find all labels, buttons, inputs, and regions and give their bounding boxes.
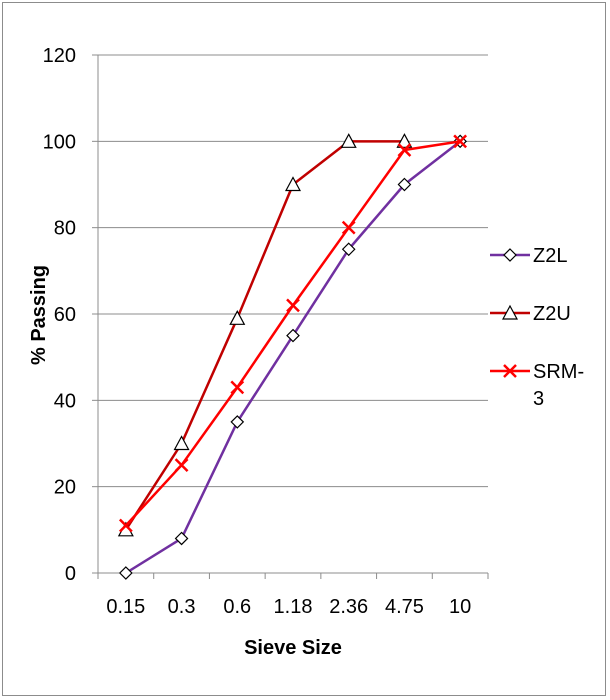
data-point (453, 134, 468, 149)
y-tick-label: 0 (65, 563, 76, 585)
gridlines (92, 54, 488, 574)
data-point (284, 176, 302, 192)
x-marker-stroke (230, 380, 245, 395)
axes (97, 55, 488, 574)
data-point (341, 220, 356, 235)
data-point (397, 177, 412, 192)
x-tick-label: 1.18 (274, 596, 313, 618)
series-srm-3 (118, 134, 468, 533)
data-point (118, 518, 133, 533)
x-marker-stroke (397, 143, 412, 157)
y-tick-labels: 0 20 40 60 80 100 120 (43, 45, 76, 585)
data-point (340, 133, 357, 148)
x-marker-stroke (453, 134, 468, 149)
y-tick-label: 100 (43, 131, 76, 153)
series-line (125, 140, 461, 575)
x-tick-label: 10 (449, 596, 471, 618)
x-tick-label: 0.6 (223, 596, 251, 618)
data-point (396, 133, 413, 148)
legend-item-srm-3: SRM- 3 (490, 361, 584, 410)
legend-item-z2u: Z2U (490, 303, 571, 325)
y-tick-label: 20 (54, 477, 76, 499)
data-point (229, 310, 246, 325)
legend-label: SRM- (533, 361, 584, 383)
legend-item-z2l: Z2L (490, 245, 567, 267)
x-tick-label: 2.36 (329, 596, 368, 618)
x-marker-stroke (174, 458, 189, 472)
data-point (230, 380, 245, 395)
data-point (341, 242, 356, 257)
y-tick-label: 120 (43, 45, 76, 67)
y-axis-title: % Passing (28, 265, 50, 365)
x-tick-label: 0.15 (106, 596, 145, 618)
data-point (173, 435, 190, 451)
data-point (174, 458, 189, 472)
data-point (174, 531, 189, 546)
y-tick-label: 60 (54, 304, 76, 326)
y-tick-label: 40 (54, 390, 76, 412)
legend: Z2L Z2U SRM- 3 (490, 245, 584, 410)
data-point (119, 566, 133, 580)
x-axis-title: Sieve Size (244, 637, 342, 659)
x-tick-label: 0.3 (168, 596, 196, 618)
series-line (124, 140, 405, 531)
legend-marker (503, 248, 517, 262)
x-tick-label: 4.75 (385, 596, 424, 618)
x-marker-stroke (286, 298, 300, 313)
x-marker-stroke (118, 518, 133, 533)
data-point (397, 143, 412, 157)
legend-label-continued: 3 (533, 388, 544, 410)
x-marker-stroke (503, 364, 517, 378)
y-tick-label: 80 (54, 218, 76, 240)
data-point (286, 298, 300, 313)
legend-label: Z2U (533, 303, 571, 325)
series-group (117, 133, 468, 580)
legend-marker (503, 364, 517, 378)
legend-label: Z2L (533, 245, 567, 267)
data-point (286, 328, 300, 343)
x-marker-stroke (341, 220, 356, 235)
x-tick-labels: 0.15 0.3 0.6 1.18 2.36 4.75 10 (97, 573, 489, 618)
data-point (230, 415, 245, 429)
legend-marker (501, 304, 519, 320)
series-z2u (117, 133, 413, 537)
series-z2l (119, 134, 467, 580)
